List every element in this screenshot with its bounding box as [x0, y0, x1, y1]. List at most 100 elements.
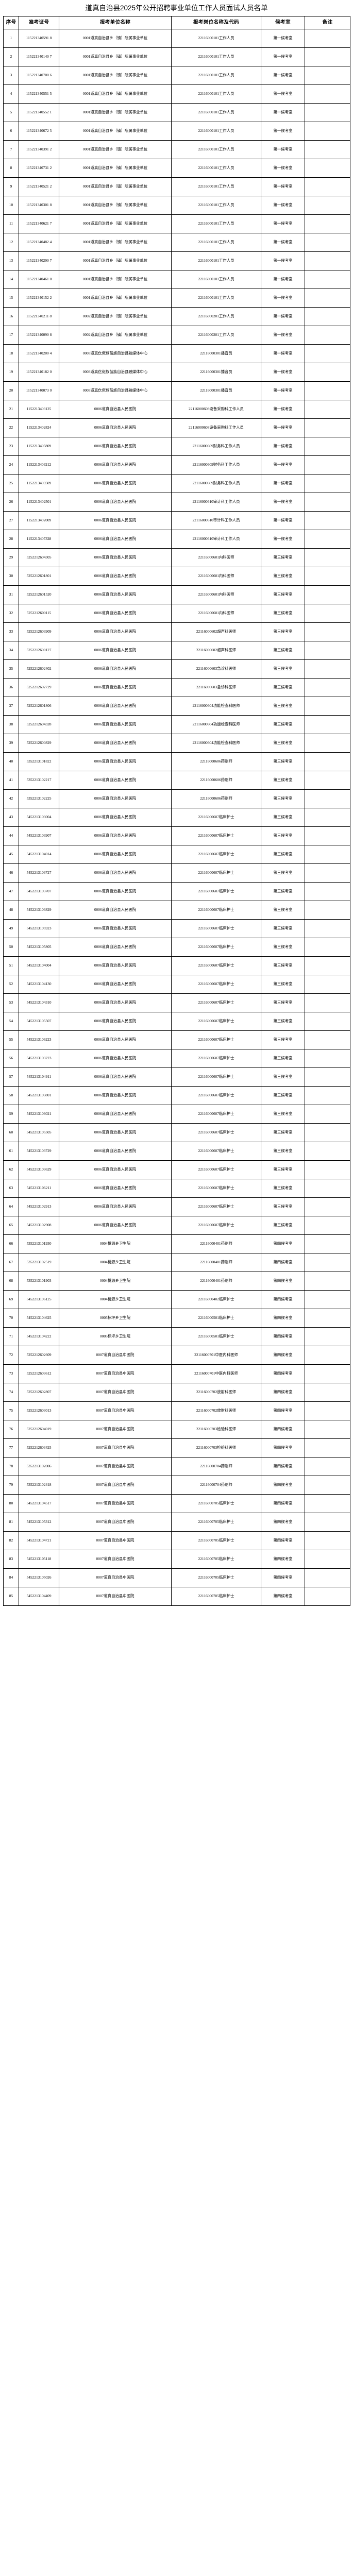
cell-adm: 115221340621 7	[19, 214, 59, 234]
cell-seq: 45	[3, 845, 19, 865]
cell-unit: 0006道真自治县人民医院	[59, 659, 172, 679]
cell-note	[305, 1327, 350, 1347]
table-row: 12 115221340482 4 0001道真自治县乡（镇）所属事业单位 22116…	[3, 233, 350, 252]
cell-seq: 11	[3, 214, 19, 234]
table-row: 23 1152213405809 0006道真自治县人民医院 22116000609财…	[3, 437, 350, 456]
cell-seq: 29	[3, 548, 19, 568]
cell-note	[305, 1550, 350, 1569]
cell-note	[305, 326, 350, 345]
table-row: 65 5452213102908 0006道真自治县人民医院 22116000607临…	[3, 1216, 350, 1235]
cell-unit: 0001道真自治县乡（镇）所属事业单位	[59, 289, 172, 308]
table-row: 1 115221340591 8 0001道真自治县乡（镇）所属事业单位 221160…	[3, 29, 350, 48]
cell-note	[305, 1105, 350, 1124]
table-row: 55 5452213106223 0006道真自治县人民医院 22116000607临…	[3, 1030, 350, 1050]
cell-unit: 0004桃源乡卫生院	[59, 1290, 172, 1310]
cell-post: 22116000607临床护士	[171, 1030, 261, 1050]
cell-note	[305, 548, 350, 568]
column-header-remark: 备注	[305, 16, 350, 30]
cell-seq: 27	[3, 511, 19, 531]
cell-note	[305, 678, 350, 698]
table-row: 21 1152213403125 0006道真自治县人民医院 22116000608设…	[3, 400, 350, 419]
cell-room: 第三候考室	[261, 1160, 305, 1180]
cell-post: 22116000606药剂师	[171, 752, 261, 772]
cell-note	[305, 1476, 350, 1495]
cell-note	[305, 437, 350, 456]
cell-note	[305, 901, 350, 920]
table-row: 5 115221340552 1 0001道真自治县乡（镇）所属事业单位 221160…	[3, 103, 350, 123]
cell-unit: 0006道真自治县人民医院	[59, 789, 172, 809]
cell-note	[305, 697, 350, 716]
cell-seq: 36	[3, 678, 19, 698]
cell-adm: 1152213403509	[19, 474, 59, 494]
cell-seq: 32	[3, 604, 19, 623]
cell-seq: 75	[3, 1401, 19, 1421]
cell-note	[305, 1123, 350, 1143]
cell-post: 22116000101工作人员	[171, 140, 261, 160]
cell-post: 22116000501临床护士	[171, 1327, 261, 1347]
cell-adm: 5352213102217	[19, 771, 59, 790]
cell-adm: 115221340552 1	[19, 103, 59, 123]
table-row: 18 115221340200 4 0003道真仡佬族苗族自治县融媒体中心 22116…	[3, 344, 350, 364]
cell-room: 第三候考室	[261, 975, 305, 994]
cell-room: 第三候考室	[261, 1123, 305, 1143]
cell-unit: 0006道真自治县人民医院	[59, 437, 172, 456]
cell-adm: 5452213105026	[19, 1568, 59, 1588]
cell-unit: 0006道真自治县人民医院	[59, 1086, 172, 1106]
cell-unit: 0001道真自治县乡（镇）所属事业单位	[59, 140, 172, 160]
cell-adm: 5452213103907	[19, 826, 59, 846]
table-row: 7 115221340391 2 0001道真自治县乡（镇）所属事业单位 221160…	[3, 140, 350, 160]
cell-post: 22116000607临床护士	[171, 993, 261, 1013]
cell-room: 第四候考室	[261, 1550, 305, 1569]
cell-note	[305, 659, 350, 679]
cell-adm: 5452213106223	[19, 1030, 59, 1050]
cell-room: 第四候考室	[261, 1494, 305, 1514]
table-row: 63 5452213106211 0006道真自治县人民医院 22116000607临…	[3, 1179, 350, 1198]
cell-post: 22116000101工作人员	[171, 289, 261, 308]
cell-seq: 3	[3, 66, 19, 86]
cell-unit: 0006道真自治县人民医院	[59, 882, 172, 902]
table-row: 44 5452213103907 0006道真自治县人民医院 22116000607临…	[3, 826, 350, 846]
cell-unit: 0006道真自治县人民医院	[59, 1030, 172, 1050]
cell-room: 第一候考室	[261, 270, 305, 290]
table-row: 69 5452213106125 0004桃源乡卫生院 22116000402临床护士…	[3, 1290, 350, 1310]
cell-unit: 0006道真自治县人民医院	[59, 863, 172, 883]
cell-post: 22116000705临床护士	[171, 1568, 261, 1588]
cell-adm: 5452213102908	[19, 1216, 59, 1235]
cell-seq: 37	[3, 697, 19, 716]
cell-room: 第四候考室	[261, 1476, 305, 1495]
table-row: 62 5452213103629 0006道真自治县人民医院 22116000607临…	[3, 1160, 350, 1180]
cell-unit: 0006道真自治县人民医院	[59, 901, 172, 920]
cell-unit: 0003道真仡佬族苗族自治县融媒体中心	[59, 363, 172, 382]
cell-room: 第三候考室	[261, 659, 305, 679]
cell-seq: 33	[3, 622, 19, 642]
cell-unit: 0003道真仡佬族苗族自治县融媒体中心	[59, 381, 172, 401]
table-row: 10 115221340301 8 0001道真自治县乡（镇）所属事业单位 22116…	[3, 196, 350, 215]
cell-room: 第三候考室	[261, 993, 305, 1013]
cell-unit: 0004桃源乡卫生院	[59, 1272, 172, 1291]
cell-room: 第一候考室	[261, 196, 305, 215]
table-header: 序号 准考证号 报考单位名称 报考岗位名称及代码 候考室 备注	[3, 16, 350, 30]
cell-room: 第一候考室	[261, 251, 305, 271]
cell-seq: 17	[3, 326, 19, 345]
cell-room: 第一候考室	[261, 29, 305, 48]
cell-seq: 57	[3, 1067, 19, 1087]
cell-adm: 5452213103629	[19, 1160, 59, 1180]
cell-note	[305, 1253, 350, 1273]
cell-unit: 0001道真自治县乡（镇）所属事业单位	[59, 29, 172, 48]
cell-adm: 5452213103829	[19, 901, 59, 920]
cell-note	[305, 400, 350, 419]
cell-adm: 115221340672 5	[19, 122, 59, 141]
cell-adm: 115221340182 0	[19, 363, 59, 382]
cell-seq: 54	[3, 1012, 19, 1031]
cell-seq: 72	[3, 1346, 19, 1365]
table-row: 31 5252212601520 0006道真自治县人民医院 22116000601内…	[3, 585, 350, 605]
cell-room: 第一候考室	[261, 455, 305, 475]
cell-adm: 5452213104310	[19, 993, 59, 1013]
cell-note	[305, 938, 350, 957]
cell-adm: 1152213407328	[19, 530, 59, 549]
cell-seq: 49	[3, 919, 19, 939]
cell-post: 22116000602超声科医师	[171, 641, 261, 660]
cell-adm: 5452213104014	[19, 845, 59, 865]
cell-note	[305, 1290, 350, 1310]
cell-seq: 40	[3, 752, 19, 772]
